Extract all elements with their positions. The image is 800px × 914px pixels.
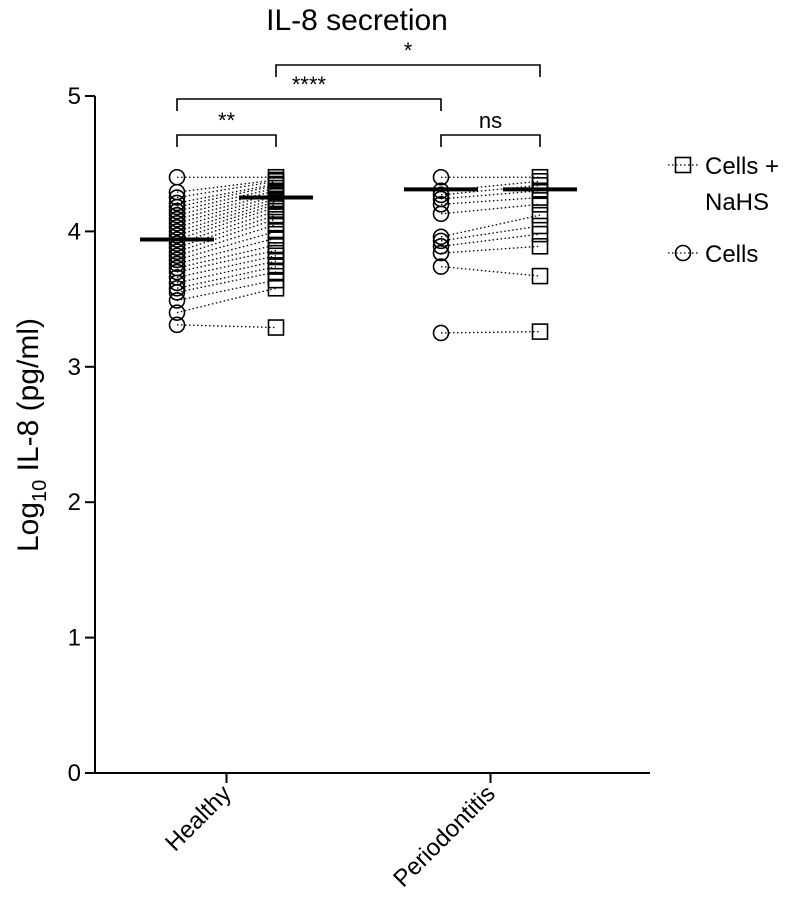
cells-point: [168, 210, 186, 228]
x-tick-label: Periodontitis: [388, 780, 500, 892]
cells-point: [432, 168, 450, 186]
pair-link: [176, 190, 277, 216]
x-tick-label: Healthy: [160, 780, 237, 857]
pair-link: [176, 224, 277, 257]
cells-nahs-point: [531, 323, 549, 340]
cells-point: [432, 324, 450, 342]
cells-point: [168, 194, 186, 212]
pair-link: [440, 330, 541, 334]
pair-link: [176, 200, 277, 233]
y-tick-label: 4: [68, 218, 81, 245]
significance-bracket: [275, 64, 541, 77]
cells-point: [168, 202, 186, 220]
significance-bracket: [176, 98, 442, 111]
pair-link: [440, 203, 541, 215]
pair-link: [176, 218, 277, 253]
cells-point: [432, 196, 450, 213]
cells-nahs-point: [267, 168, 285, 186]
pair-link: [176, 287, 277, 314]
y-tick-label: 1: [68, 625, 81, 652]
pair-link: [176, 279, 277, 302]
legend-label: NaHS: [705, 189, 769, 216]
pair-link: [176, 203, 277, 237]
pair-link: [176, 184, 277, 208]
pair-link: [176, 195, 277, 224]
legend-label: Cells +: [705, 153, 779, 180]
cells-point: [432, 237, 450, 255]
significance-label: **: [218, 108, 236, 133]
pair-link: [176, 187, 277, 212]
pair-link: [176, 249, 277, 273]
pair-link: [176, 324, 277, 329]
y-axis-label-subscript: 10: [29, 480, 51, 502]
y-tick-label: 0: [68, 760, 81, 787]
pair-link: [176, 206, 277, 241]
y-axis-label: Log10 IL-8 (pg/ml): [12, 318, 51, 552]
cells-point: [168, 219, 186, 236]
pair-link: [440, 184, 541, 196]
pair-link: [176, 183, 277, 204]
cells-point: [168, 243, 186, 261]
cells-nahs-point: [531, 206, 549, 224]
y-tick-label: 3: [68, 354, 81, 381]
pair-link: [176, 260, 277, 284]
legend-circle-marker: [674, 244, 692, 262]
cells-point: [432, 186, 450, 204]
pair-link: [176, 271, 277, 293]
pair-link: [176, 179, 277, 193]
pair-link: [176, 244, 277, 269]
cells-point: [168, 304, 186, 321]
pair-link: [440, 190, 541, 200]
significance-bracket: [176, 134, 277, 147]
significance-label: ****: [292, 72, 327, 97]
pair-link: [440, 245, 541, 254]
pair-link: [176, 255, 277, 279]
cells-point: [168, 279, 186, 297]
significance-label: *: [404, 38, 413, 63]
chart-title: IL-8 secretion: [266, 4, 448, 37]
cells-point: [168, 269, 186, 286]
cells-point: [432, 258, 450, 275]
cells-nahs-point: [531, 217, 549, 235]
cells-nahs-point: [531, 168, 549, 186]
cells-point: [168, 189, 186, 206]
cells-point: [168, 235, 186, 252]
pair-link: [176, 230, 277, 261]
pair-link: [440, 265, 541, 277]
legend-square-marker: [674, 156, 692, 174]
cells-point: [432, 228, 450, 246]
cells-point: [168, 259, 186, 277]
pair-link: [440, 225, 541, 242]
significance-label: ns: [479, 108, 502, 133]
cells-point: [168, 214, 186, 232]
y-tick-label: 5: [68, 83, 81, 110]
pair-link: [440, 233, 541, 247]
pair-link: [176, 265, 277, 289]
cells-nahs-point: [531, 237, 549, 255]
cells-point: [168, 227, 186, 244]
cells-nahs-point: [267, 319, 285, 336]
significance-bracket: [440, 134, 541, 147]
cells-point: [432, 244, 450, 262]
legend-label: Cells: [705, 241, 758, 268]
cells-nahs-point: [531, 267, 549, 285]
pair-link: [176, 237, 277, 265]
cells-point: [432, 232, 450, 250]
cells-point: [168, 247, 186, 265]
pair-link: [440, 214, 541, 238]
cells-point: [168, 292, 186, 309]
cells-point: [168, 206, 186, 224]
cells-point: [168, 168, 186, 186]
cells-point: [168, 251, 186, 269]
cells-point: [168, 263, 186, 281]
pair-link: [176, 198, 277, 228]
pair-link: [176, 214, 277, 249]
cells-point: [168, 255, 186, 273]
pair-link: [440, 196, 541, 205]
y-tick-label: 2: [68, 489, 81, 516]
cells-point: [168, 316, 186, 334]
pair-link: [176, 180, 277, 199]
